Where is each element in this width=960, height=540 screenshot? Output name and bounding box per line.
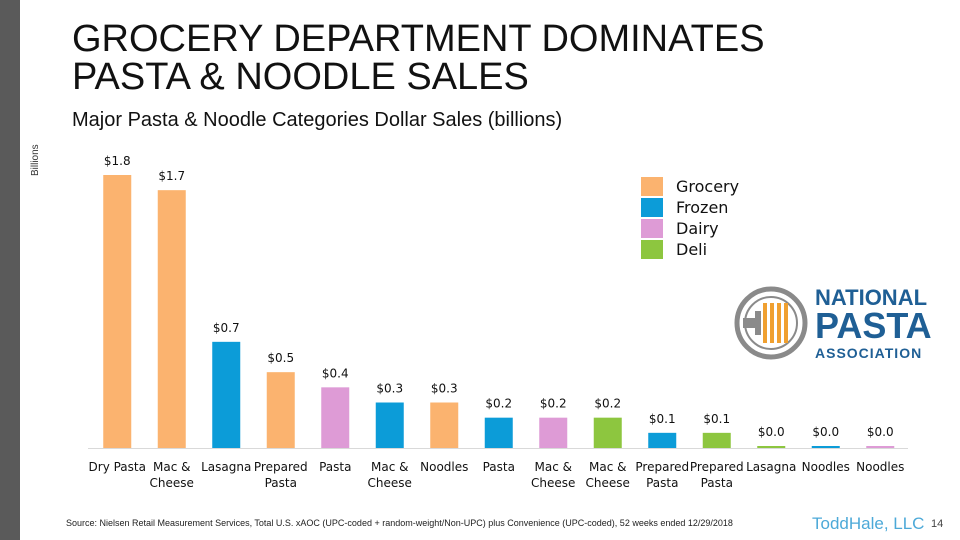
data-label: $0.5 — [267, 351, 294, 365]
legend-label-deli: Deli — [676, 240, 708, 259]
category-label: Prepared — [254, 460, 308, 474]
data-label: $1.8 — [104, 154, 131, 168]
page-number: 14 — [931, 518, 944, 530]
category-label: Lasagna — [746, 460, 796, 474]
chart-legend: Grocery Frozen Dairy Deli — [641, 176, 739, 260]
bar — [811, 446, 840, 448]
category-label: Dry Pasta — [89, 460, 146, 474]
bar — [103, 175, 132, 448]
legend-label-grocery: Grocery — [676, 177, 740, 196]
title-line-2: PASTA & NOODLE SALES — [72, 56, 529, 98]
legend-item-deli: Deli — [641, 239, 739, 260]
data-label: $0.2 — [594, 397, 621, 411]
category-label: Noodles — [420, 460, 468, 474]
bar — [375, 402, 404, 448]
bar — [321, 387, 350, 448]
category-label: Cheese — [531, 476, 575, 490]
legend-item-grocery: Grocery — [641, 176, 739, 197]
legend-swatch-frozen — [641, 198, 663, 217]
category-label: Mac & — [153, 460, 190, 474]
category-label: Lasagna — [201, 460, 251, 474]
bar — [757, 446, 786, 448]
data-label: $0.2 — [540, 397, 567, 411]
legend-label-frozen: Frozen — [676, 198, 729, 217]
legend-swatch-dairy — [641, 219, 663, 238]
logo-line-2: PASTA — [815, 305, 932, 346]
data-label: $0.7 — [213, 321, 240, 335]
data-label: $0.1 — [649, 412, 676, 426]
data-label: $0.3 — [431, 382, 458, 396]
data-label: $0.2 — [485, 397, 512, 411]
category-label: Cheese — [368, 476, 412, 490]
legend-label-dairy: Dairy — [676, 219, 719, 238]
bar — [648, 432, 677, 448]
bar — [866, 446, 895, 448]
data-label: $0.0 — [812, 425, 839, 439]
category-label: Mac & — [371, 460, 408, 474]
brand-name: ToddHale, LLC — [812, 514, 925, 533]
title-line-1: GROCERY DEPARTMENT DOMINATES — [72, 18, 765, 60]
pasta-fork-icon — [734, 286, 808, 360]
category-label: Pasta — [265, 476, 297, 490]
category-label: Mac & — [589, 460, 626, 474]
data-label: $0.0 — [758, 425, 785, 439]
category-label: Cheese — [150, 476, 194, 490]
bar — [702, 432, 731, 448]
data-label: $1.7 — [158, 169, 185, 183]
category-label: Noodles — [802, 460, 850, 474]
data-label: $0.0 — [867, 425, 894, 439]
category-label: Pasta — [646, 476, 678, 490]
category-label: Mac & — [535, 460, 572, 474]
legend-swatch-deli — [641, 240, 663, 259]
category-label: Prepared — [635, 460, 689, 474]
bar — [157, 190, 186, 448]
chart-subtitle: Major Pasta & Noodle Categories Dollar S… — [72, 109, 563, 131]
category-label: Prepared — [690, 460, 744, 474]
national-pasta-association-logo: NATIONAL PASTA ASSOCIATION — [733, 285, 943, 363]
data-label: $0.4 — [322, 366, 349, 380]
data-label: $0.3 — [376, 382, 403, 396]
legend-item-frozen: Frozen — [641, 197, 739, 218]
source-note: Source: Nielsen Retail Measurement Servi… — [66, 518, 733, 528]
bar — [212, 341, 241, 448]
legend-swatch-grocery — [641, 177, 663, 196]
category-label: Noodles — [856, 460, 904, 474]
slide-title: GROCERY DEPARTMENT DOMINATES PASTA & NOO… — [72, 20, 872, 96]
logo-line-3: ASSOCIATION — [815, 345, 923, 361]
left-accent-bar — [0, 0, 20, 540]
bar — [539, 417, 568, 448]
legend-item-dairy: Dairy — [641, 218, 739, 239]
category-label: Cheese — [586, 476, 630, 490]
data-label: $0.1 — [703, 412, 730, 426]
bar — [593, 417, 622, 448]
category-label: Pasta — [483, 460, 515, 474]
category-label: Pasta — [701, 476, 733, 490]
logo-line-1: NATIONAL — [815, 285, 928, 310]
bar — [430, 402, 459, 448]
bar — [266, 372, 295, 448]
category-label: Pasta — [319, 460, 351, 474]
bar — [484, 417, 513, 448]
